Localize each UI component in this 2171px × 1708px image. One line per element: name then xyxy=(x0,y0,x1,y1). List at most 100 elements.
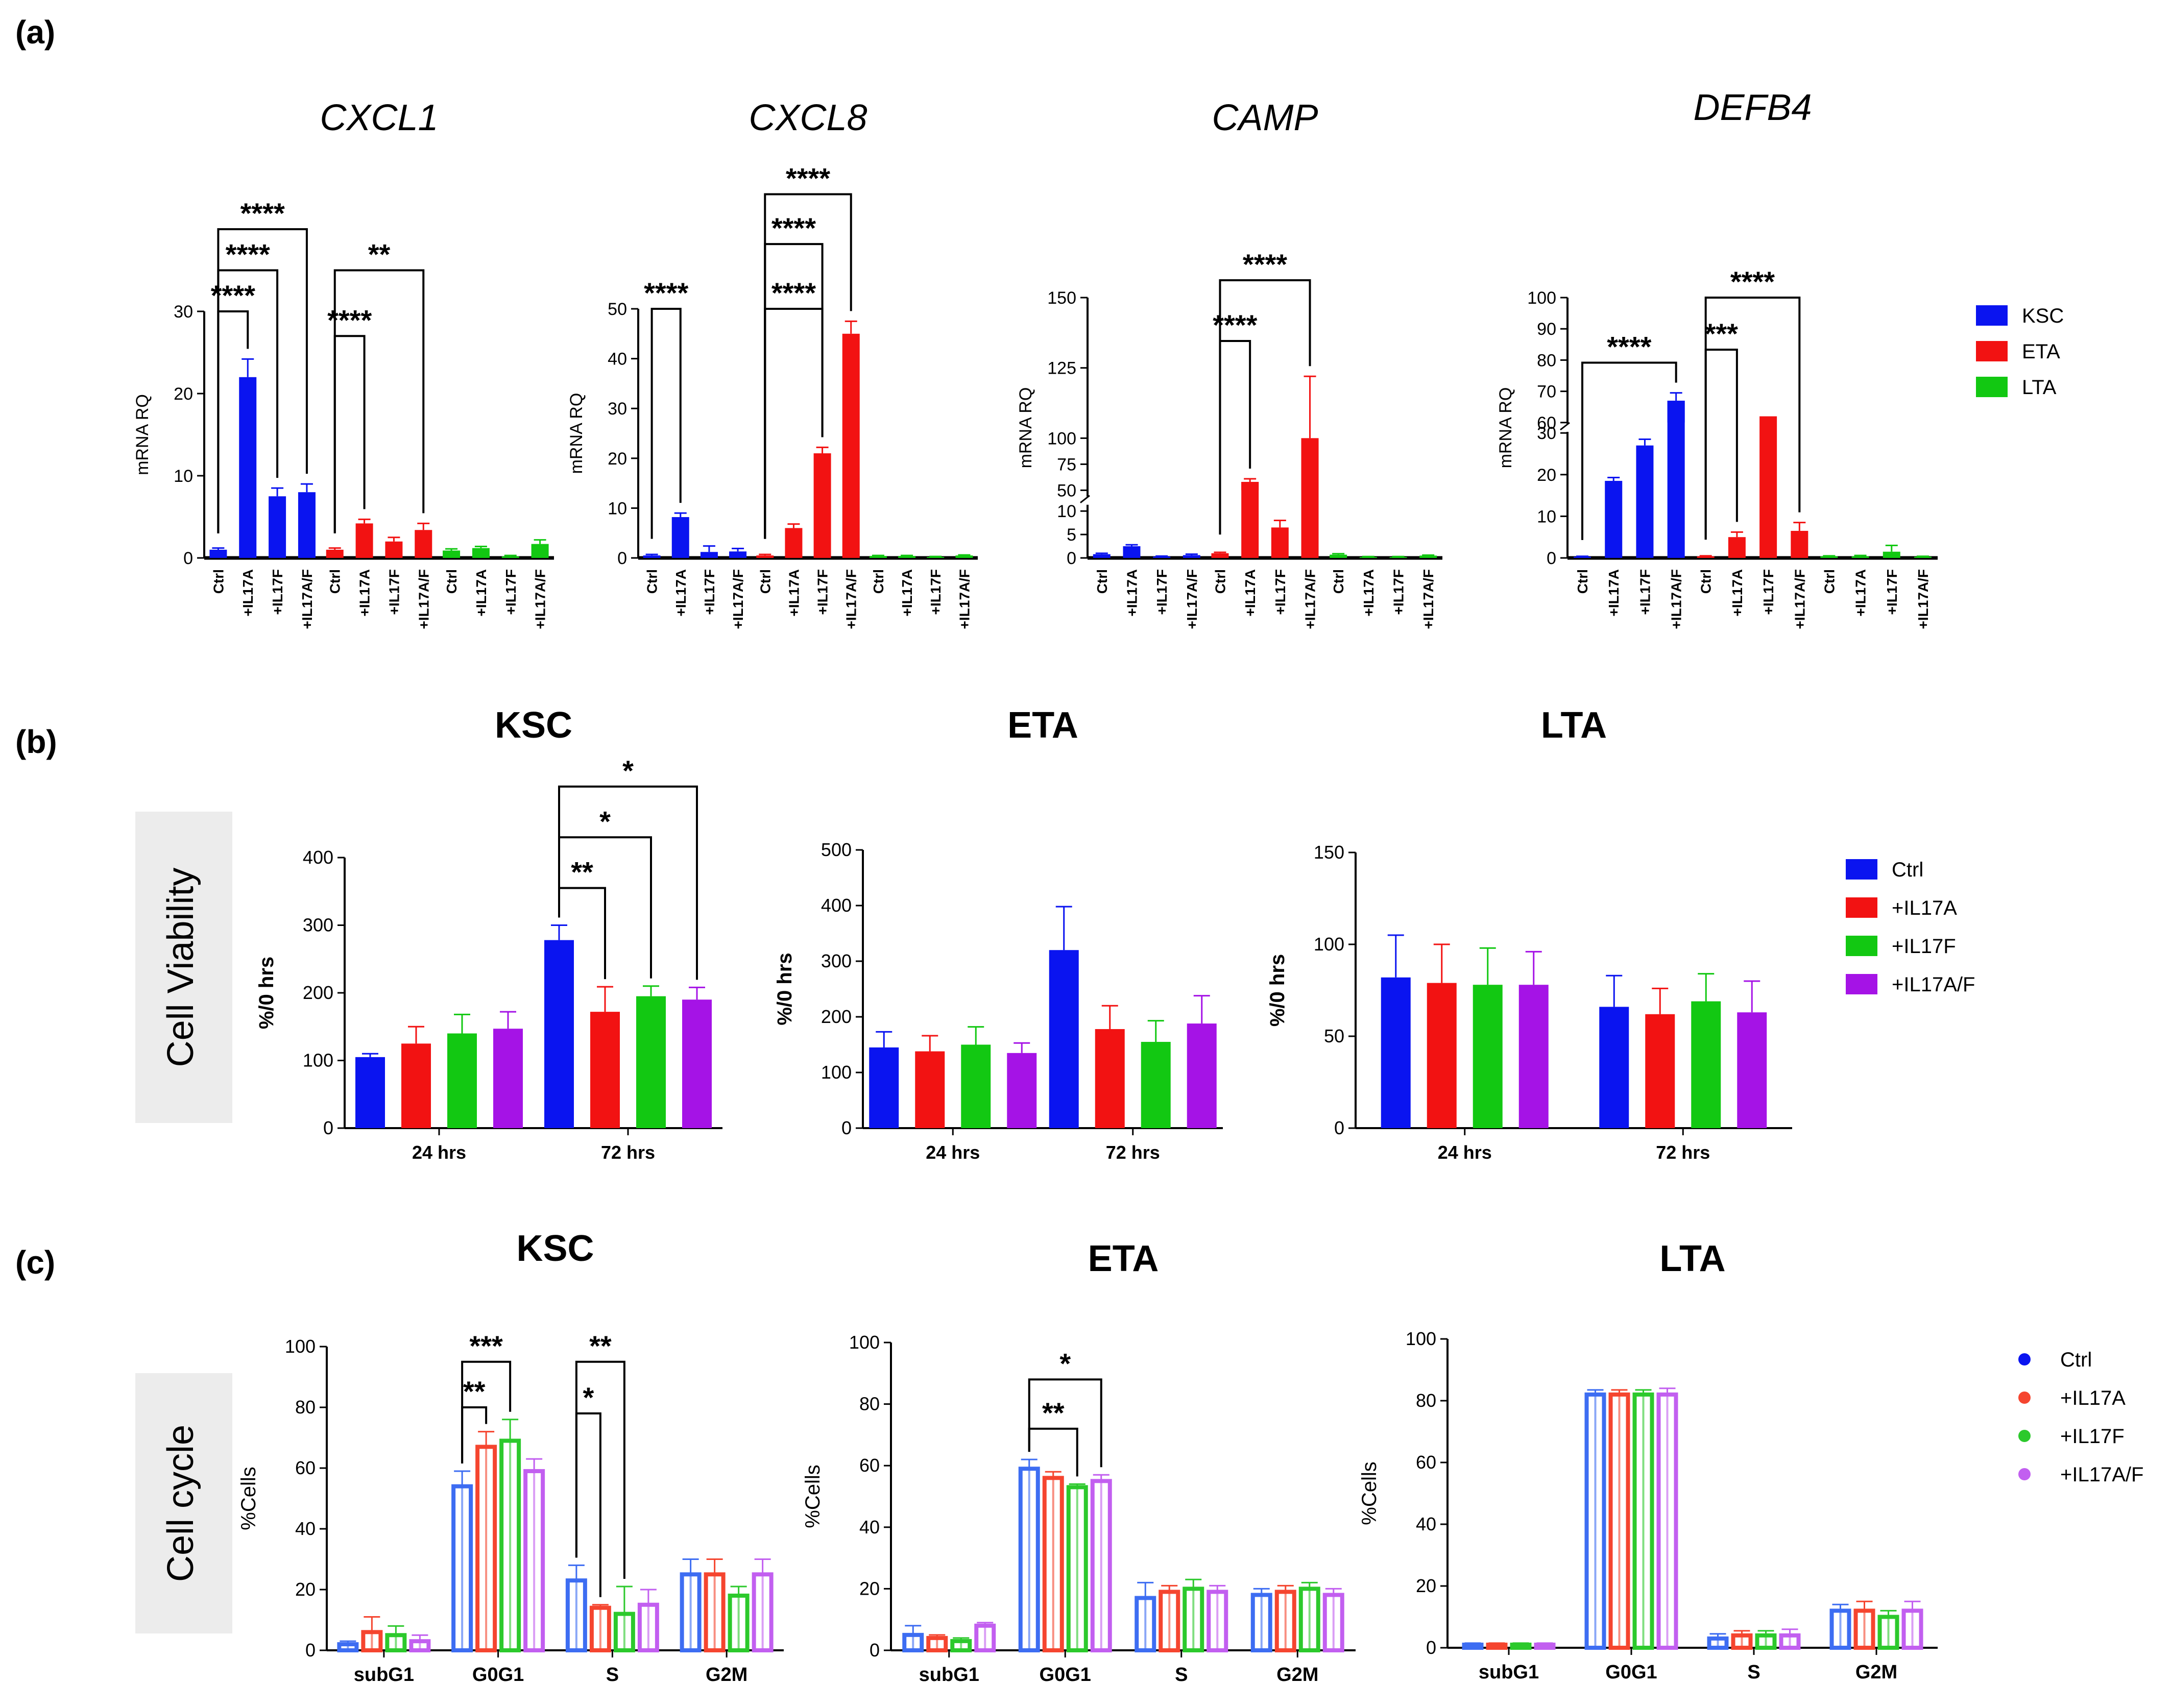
legend-label: KSC xyxy=(2022,305,2064,327)
y-axis-label: %/0 hrs xyxy=(1266,954,1289,1027)
y-tick-label: 30 xyxy=(608,399,627,419)
bar xyxy=(1359,557,1377,558)
x-tick-label: G2M xyxy=(706,1664,747,1686)
bar xyxy=(501,556,519,558)
x-tick-label: +IL17F xyxy=(1154,569,1170,615)
x-tick-label: Ctrl xyxy=(1575,569,1590,594)
significance-bracket xyxy=(1028,1378,1102,1468)
bar xyxy=(355,1057,385,1128)
significance-label: * xyxy=(622,754,634,787)
legend-swatch xyxy=(1846,936,1877,956)
y-tick-label: 125 xyxy=(1047,359,1076,378)
bar xyxy=(1330,554,1347,558)
axis-break-mark xyxy=(1080,495,1090,503)
chart-title: CAMP xyxy=(1212,97,1318,138)
significance-bracket xyxy=(575,1412,601,1597)
x-tick-label: G0G1 xyxy=(1605,1662,1657,1683)
legend-label: +IL17A xyxy=(1892,897,1957,919)
x-tick-label: +IL17A/F xyxy=(1792,569,1807,629)
chart-title: KSC xyxy=(495,705,572,746)
legend-label: LTA xyxy=(2022,376,2057,399)
bar xyxy=(326,549,344,558)
bar xyxy=(1183,555,1200,558)
x-tick-label: 72 hrs xyxy=(1656,1142,1710,1163)
y-axis-label: mRNA RQ xyxy=(1016,387,1035,469)
y-tick-label: 0 xyxy=(870,1640,880,1661)
significance-label: * xyxy=(599,805,611,837)
significance-label: ** xyxy=(1042,1397,1065,1429)
bar xyxy=(1187,1023,1217,1128)
bar xyxy=(1427,983,1457,1128)
y-tick-label: 30 xyxy=(174,302,193,322)
x-tick-label: G2M xyxy=(1855,1662,1897,1683)
bar-upper xyxy=(1667,400,1685,423)
x-tick-label: +IL17A xyxy=(357,569,373,617)
y-tick-label: 400 xyxy=(303,847,333,868)
legend-swatch xyxy=(2018,1468,2031,1480)
bar xyxy=(643,555,661,558)
y-tick-label: 0 xyxy=(1547,549,1556,568)
chart-via_eta: ETA %/0 hrs 0 100 200 300 400 500 24 hrs 72 hrs xyxy=(774,705,1223,1163)
y-tick-label: 40 xyxy=(859,1517,880,1538)
bar xyxy=(636,996,666,1128)
x-tick-label: +IL17A xyxy=(899,569,915,617)
y-tick-label: 10 xyxy=(608,499,627,518)
bar xyxy=(1141,1042,1171,1128)
bar xyxy=(927,557,945,558)
y-axis-label: mRNA RQ xyxy=(567,393,586,474)
x-tick-label: S xyxy=(1175,1664,1188,1686)
y-tick-label: 80 xyxy=(1537,351,1556,370)
x-tick-label: +IL17A/F xyxy=(1302,569,1318,629)
legend-label: +IL17A/F xyxy=(2060,1463,2143,1486)
x-tick-label: G0G1 xyxy=(1040,1664,1091,1686)
x-tick-label: +IL17F xyxy=(386,569,402,615)
y-tick-label: 10 xyxy=(174,467,193,486)
x-tick-label: 24 hrs xyxy=(1438,1142,1492,1163)
x-tick-label: +IL17F xyxy=(503,569,519,615)
x-tick-label: +IL17A/F xyxy=(843,569,859,629)
bar xyxy=(1095,1029,1125,1128)
y-tick-label: 20 xyxy=(174,384,193,404)
legend-label: +IL17F xyxy=(2060,1425,2125,1448)
significance-label: **** xyxy=(771,212,816,244)
bar xyxy=(1093,554,1111,558)
y-tick-label: 100 xyxy=(821,1062,852,1083)
chart-title: KSC xyxy=(516,1228,594,1269)
bar xyxy=(1007,1053,1037,1128)
legend-swatch xyxy=(1976,305,2008,326)
bar xyxy=(785,528,803,558)
bar xyxy=(1518,985,1549,1128)
legend-swatch xyxy=(2018,1430,2031,1442)
significance-label: **** xyxy=(771,277,816,309)
bar xyxy=(590,1012,620,1128)
chart-cxcl8: CXCL8 mRNA RQ 0 10 20 30 40 50 Ctrl +IL17A +IL17F +… xyxy=(567,97,978,629)
y-tick-label: 0 xyxy=(305,1640,316,1661)
y-tick-label: 500 xyxy=(821,839,852,860)
legend-label: +IL17A/F xyxy=(1892,973,1975,996)
x-tick-label: +IL17A/F xyxy=(533,569,548,629)
x-tick-label: S xyxy=(1747,1662,1760,1683)
y-axis-label: %Cells xyxy=(802,1465,824,1528)
x-tick-label: +IL17A xyxy=(473,569,489,617)
significance-bracket xyxy=(1219,279,1311,535)
y-tick-label: 20 xyxy=(608,449,627,469)
bar xyxy=(961,1044,991,1128)
bar xyxy=(1759,416,1777,558)
y-tick-label: 5 xyxy=(1067,525,1076,545)
chart-via_lta: LTA %/0 hrs 0 50 100 150 24 hrs 72 hrs xyxy=(1266,705,1792,1163)
chart-cc_lta: LTA %Cells 0 20 40 60 80 100 subG1 G0G1 S G2M xyxy=(1358,1238,1938,1683)
significance-bracket xyxy=(575,1360,625,1579)
bar xyxy=(531,544,549,558)
y-tick-label: 10 xyxy=(1057,502,1076,521)
significance-label: **** xyxy=(1730,265,1775,298)
legend-label: ETA xyxy=(2022,340,2060,363)
bar xyxy=(915,1051,945,1128)
y-tick-label: 150 xyxy=(1314,842,1344,863)
y-tick-label: 100 xyxy=(303,1050,333,1071)
y-tick-label: 40 xyxy=(295,1518,316,1539)
y-axis-label: %/0 hrs xyxy=(255,957,278,1029)
legend-swatch xyxy=(2018,1392,2031,1404)
bar xyxy=(1645,1014,1675,1128)
significance-bracket xyxy=(461,1406,488,1463)
panel-label-b: (b) xyxy=(15,723,57,760)
